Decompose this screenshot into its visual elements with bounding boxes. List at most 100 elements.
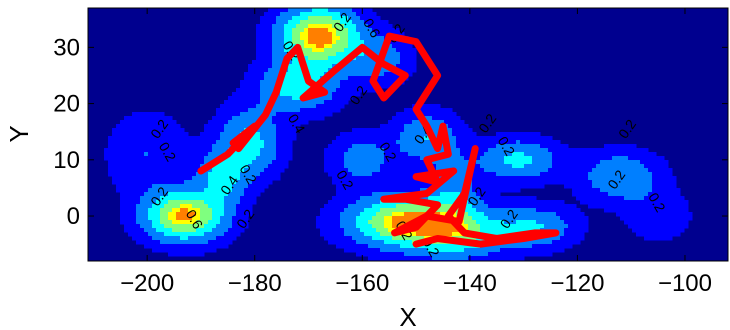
contour-cell: [288, 132, 293, 137]
contour-cell: [228, 104, 233, 109]
contour-cell: [512, 176, 517, 181]
contour-cell: [168, 212, 173, 217]
contour-cell: [556, 148, 561, 153]
contour-cell: [544, 164, 549, 169]
contour-cell: [300, 32, 305, 37]
contour-cell: [148, 244, 153, 249]
contour-cell: [108, 164, 113, 169]
contour-cell: [228, 112, 233, 117]
contour-cell: [136, 196, 141, 201]
contour-cell: [496, 156, 501, 161]
contour-cell: [384, 208, 389, 213]
contour-cell: [364, 188, 369, 193]
contour-cell: [164, 164, 169, 169]
contour-cell: [156, 240, 161, 245]
contour-cell: [288, 144, 293, 149]
contour-cell: [188, 156, 193, 161]
contour-cell: [116, 148, 121, 153]
contour-cell: [168, 180, 173, 185]
contour-cell: [276, 12, 281, 17]
contour-cell: [620, 208, 625, 213]
contour-cell: [564, 244, 569, 249]
contour-cell: [188, 240, 193, 245]
contour-cell: [604, 196, 609, 201]
contour-cell: [272, 124, 277, 129]
contour-cell: [300, 28, 305, 33]
contour-cell: [412, 208, 417, 213]
contour-cell: [208, 228, 213, 233]
contour-cell: [168, 172, 173, 177]
contour-cell: [564, 212, 569, 217]
contour-cell: [272, 24, 277, 29]
contour-cell: [252, 148, 257, 153]
contour-cell: [192, 144, 197, 149]
contour-cell: [216, 112, 221, 117]
contour-cell: [408, 156, 413, 161]
contour-cell: [304, 48, 309, 53]
contour-cell: [668, 220, 673, 225]
contour-cell: [148, 116, 153, 121]
contour-cell: [460, 144, 465, 149]
contour-cell: [196, 196, 201, 201]
contour-cell: [248, 112, 253, 117]
contour-cell: [340, 164, 345, 169]
contour-cell: [372, 144, 377, 149]
contour-cell: [196, 136, 201, 141]
contour-cell: [172, 132, 177, 137]
contour-cell: [656, 176, 661, 181]
contour-cell: [360, 64, 365, 69]
contour-cell: [560, 248, 565, 253]
contour-cell: [364, 64, 369, 69]
contour-cell: [368, 204, 373, 209]
contour-cell: [148, 208, 153, 213]
contour-cell: [500, 248, 505, 253]
contour-cell: [396, 52, 401, 57]
contour-cell: [324, 104, 329, 109]
contour-cell: [636, 216, 641, 221]
contour-cell: [400, 184, 405, 189]
contour-cell: [144, 124, 149, 129]
contour-cell: [408, 160, 413, 165]
contour-cell: [424, 232, 429, 237]
contour-cell: [404, 248, 409, 253]
contour-cell: [648, 160, 653, 165]
contour-cell: [256, 164, 261, 169]
contour-cell: [176, 216, 181, 221]
contour-cell: [356, 148, 361, 153]
contour-cell: [412, 120, 417, 125]
contour-cell: [372, 44, 377, 49]
contour-cell: [344, 216, 349, 221]
contour-cell: [544, 136, 549, 141]
contour-cell: [140, 144, 145, 149]
contour-cell: [460, 160, 465, 165]
contour-cell: [152, 156, 157, 161]
contour-cell: [260, 152, 265, 157]
contour-cell: [252, 68, 257, 73]
contour-cell: [516, 140, 521, 145]
contour-cell: [344, 44, 349, 49]
contour-cell: [172, 172, 177, 177]
contour-cell: [440, 188, 445, 193]
contour-cell: [540, 160, 545, 165]
contour-cell: [532, 224, 537, 229]
contour-cell: [452, 252, 457, 257]
contour-cell: [376, 256, 381, 261]
contour-cell: [172, 160, 177, 165]
contour-cell: [240, 84, 245, 89]
contour-cell: [544, 248, 549, 253]
contour-cell: [224, 204, 229, 209]
contour-cell: [400, 188, 405, 193]
contour-cell: [204, 132, 209, 137]
contour-cell: [268, 60, 273, 65]
contour-cell: [272, 152, 277, 157]
contour-cell: [364, 56, 369, 61]
contour-cell: [356, 152, 361, 157]
contour-cell: [352, 196, 357, 201]
contour-cell: [248, 148, 253, 153]
contour-cell: [484, 216, 489, 221]
contour-cell: [644, 208, 649, 213]
contour-cell: [324, 48, 329, 53]
contour-cell: [176, 244, 181, 249]
contour-cell: [264, 88, 269, 93]
contour-cell: [488, 164, 493, 169]
